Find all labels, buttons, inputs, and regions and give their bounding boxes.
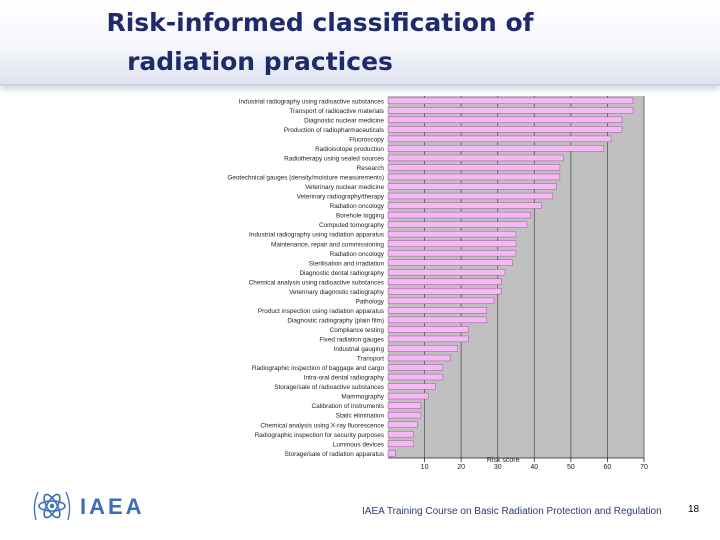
bar (387, 450, 396, 457)
category-label: Mammography (341, 394, 384, 401)
category-label: Chemical analysis using radioactive subs… (249, 279, 384, 286)
x-tick-label: 60 (604, 464, 612, 471)
bar (387, 316, 487, 324)
bar (387, 326, 469, 333)
x-tick-label: 30 (494, 464, 502, 471)
bar (387, 249, 517, 257)
bar (387, 364, 444, 371)
bar (387, 230, 517, 238)
bar (387, 269, 506, 276)
category-label: Transport of radioactive materials (289, 108, 384, 115)
category-label: Storage/sale of radioactive substances (274, 384, 384, 391)
category-label: Radiotherapy using sealed sources (284, 156, 384, 163)
footer-course-name: IAEA Training Course on Basic Radiation … (362, 506, 662, 517)
category-label: Calibration of instruments (312, 403, 384, 410)
bar (387, 430, 414, 438)
bar (387, 373, 444, 381)
bar (387, 383, 436, 390)
category-label: Diagnostic nuclear medicine (304, 117, 384, 124)
atom-emblem-icon (33, 491, 71, 521)
x-axis-title: Risk score (487, 457, 520, 464)
bar (387, 307, 487, 314)
category-label: Product inspection using radiation appar… (258, 308, 384, 315)
category-label: Fluoroscopy (349, 136, 385, 143)
bar (387, 202, 542, 209)
category-label: Transport (357, 356, 384, 363)
category-label: Static elimination (336, 413, 385, 420)
bar (387, 192, 553, 200)
category-label: Diagnostic dental radiography (299, 270, 384, 277)
x-tick-label: 50 (567, 464, 575, 471)
bar (387, 411, 422, 419)
category-label: Production of radiopharmaceuticals (284, 127, 384, 134)
bar (387, 145, 605, 152)
category-label: Radioisotope production (315, 146, 384, 153)
bar (387, 135, 612, 143)
bar (387, 154, 564, 162)
x-tick-label: 10 (421, 464, 429, 471)
bar (387, 278, 502, 285)
category-label: Storage/sale of radiation apparatus (285, 451, 384, 458)
category-label: Borehole logging (336, 213, 384, 220)
category-label: Diagnostic radiography (plain film) (287, 317, 384, 324)
slide-title-line-1: Risk-informed classification of (106, 8, 534, 37)
category-label: Pathology (356, 298, 385, 305)
page-number: 18 (688, 504, 700, 515)
bar (387, 440, 414, 447)
category-label: Industrial radiography using radioactive… (239, 98, 384, 105)
bar (387, 240, 517, 247)
category-label: Fixed radiation gauges (319, 337, 384, 344)
category-label: Veterinary diagnostic radiography (289, 289, 385, 296)
bar (387, 97, 634, 104)
category-label: Industrial radiography using radiation a… (249, 232, 384, 239)
title-band (0, 0, 720, 86)
x-tick-label: 40 (530, 464, 538, 471)
bar (387, 173, 561, 181)
bar (387, 183, 557, 190)
x-tick-label: 70 (640, 464, 648, 471)
bar (387, 259, 513, 266)
category-label: Sterilisation and irradiation (309, 260, 385, 267)
category-label: Chemical analysis using X-ray fluorescen… (260, 422, 384, 429)
iaea-logo-text: IAEA (80, 494, 145, 519)
category-label: Veterinary radiography/therapy (297, 194, 385, 201)
bar (387, 126, 623, 133)
category-label: Luminous devices (333, 441, 384, 448)
bar (387, 402, 422, 409)
category-label: Computed tomography (319, 222, 385, 229)
bar (387, 107, 634, 114)
category-label: Research (357, 165, 385, 172)
bar (387, 392, 429, 400)
bar (387, 221, 528, 228)
x-tick-label: 20 (457, 464, 465, 471)
bar (387, 345, 458, 352)
bar (387, 164, 561, 171)
category-label: Radiation oncology (330, 203, 385, 210)
risk-score-bar-chart: Industrial radiography using radioactive… (227, 96, 648, 471)
category-label: Intra-oral dental radiography (304, 375, 385, 382)
category-label: Geotechnical gauges (density/moisture me… (227, 175, 384, 182)
category-label: Compliance testing (330, 327, 385, 334)
category-label: Veterinary nuclear medicine (305, 184, 384, 191)
slide-title-line-2: radiation practices (127, 47, 393, 76)
bar (387, 211, 531, 219)
bar (387, 288, 502, 295)
category-label: Maintenance, repair and commissioning (271, 241, 384, 248)
bar (387, 354, 451, 362)
bar (387, 116, 623, 124)
category-label: Radiographic inspection for security pur… (255, 432, 384, 439)
bar (387, 335, 469, 343)
bar (387, 297, 495, 305)
iaea-logo: IAEA (33, 491, 145, 521)
bar (387, 421, 418, 428)
category-label: Industrial gauging (334, 346, 385, 353)
category-label: Radiation oncology (330, 251, 385, 258)
category-label: Radiographic inspection of baggage and c… (252, 365, 385, 372)
